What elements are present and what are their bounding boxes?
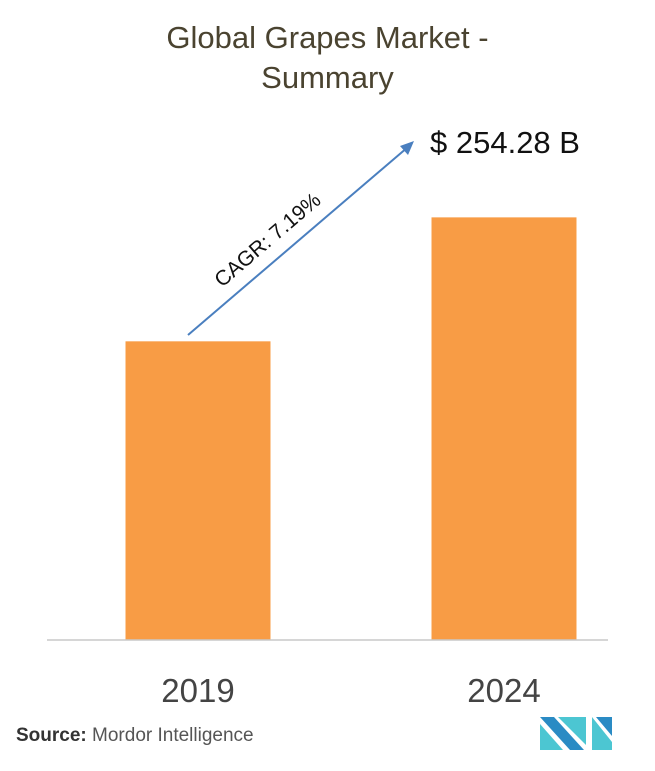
bar-2024 [431,217,577,640]
chart-title: Global Grapes Market - Summary [0,18,655,98]
x-tick-label-2024: 2024 [467,672,540,709]
mordor-intelligence-logo [540,717,612,750]
value-label-2024: $ 254.28 B [430,125,580,160]
bar-2019 [125,341,271,640]
cagr-arrow [187,146,409,336]
title-line-2: Summary [261,60,394,95]
source-text: Mordor Intelligence [92,725,254,746]
x-tick-label-2019: 2019 [161,672,234,709]
cagr-arrow-head [400,141,414,155]
cagr-annotation: CAGR: 7.19% [210,189,325,292]
source-label: Source: [16,725,87,746]
source-note: Source: Mordor Intelligence [16,725,254,747]
title-line-1: Global Grapes Market - [166,20,489,55]
